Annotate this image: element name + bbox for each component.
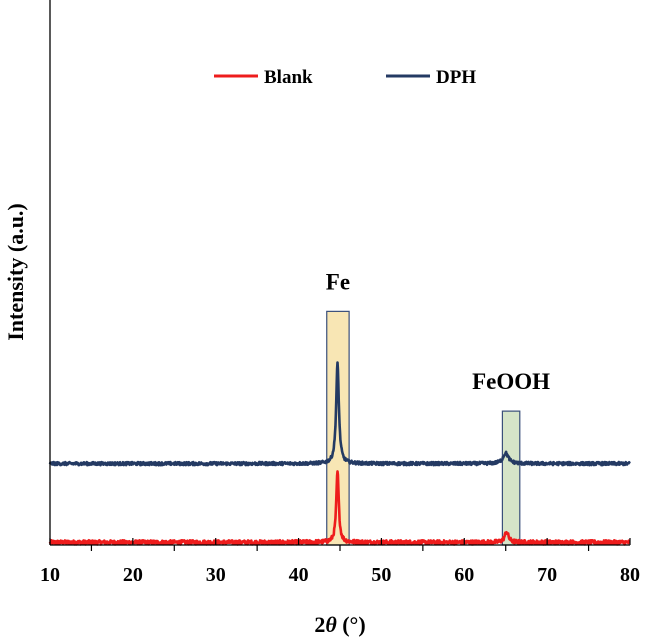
legend: Blank DPH <box>214 67 476 88</box>
annotation-box-feooh <box>501 410 521 546</box>
x-tick-label: 60 <box>454 564 474 586</box>
x-ticks: 10 20 30 40 50 60 70 80 <box>40 538 640 586</box>
x-axis-title-var: 2 <box>314 612 325 637</box>
annotation-label-fe: Fe <box>326 269 350 294</box>
x-axis-title-unit: (°) <box>337 612 366 637</box>
series-line-blank <box>48 470 631 546</box>
x-tick-label: 10 <box>40 564 60 586</box>
series-lines <box>48 361 631 546</box>
x-tick-label: 40 <box>289 564 309 586</box>
series-line-dph <box>48 361 631 467</box>
x-tick-label: 50 <box>371 564 391 586</box>
x-tick-label: 20 <box>123 564 143 586</box>
x-tick-label: 30 <box>206 564 226 586</box>
x-tick-label: 80 <box>620 564 640 586</box>
x-axis-title: 2θ (°) <box>314 612 365 637</box>
legend-label-blank: Blank <box>264 67 313 88</box>
x-axis-title-theta: θ <box>325 612 337 637</box>
annotation-boxes <box>326 310 521 546</box>
annotation-label-feooh: FeOOH <box>472 369 550 394</box>
y-axis-title: Intensity (a.u.) <box>3 203 28 341</box>
x-tick-label: 70 <box>537 564 557 586</box>
legend-label-dph: DPH <box>436 67 476 88</box>
